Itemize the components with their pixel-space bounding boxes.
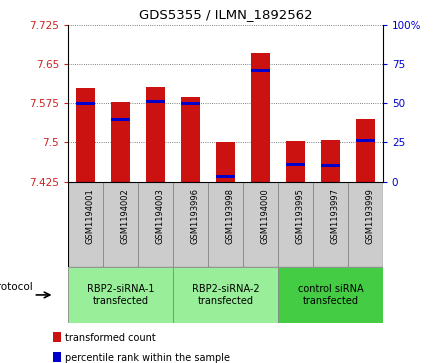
Bar	[111, 118, 130, 121]
Bar	[53, 332, 61, 342]
Bar	[216, 175, 235, 178]
Bar	[146, 87, 165, 182]
Text: percentile rank within the sample: percentile rank within the sample	[65, 352, 230, 363]
Bar	[286, 141, 305, 182]
Bar	[68, 182, 103, 267]
Bar	[313, 182, 348, 267]
Bar	[111, 102, 130, 182]
Text: GSM1193998: GSM1193998	[226, 188, 235, 244]
Bar	[76, 102, 95, 105]
Text: RBP2-siRNA-2
transfected: RBP2-siRNA-2 transfected	[192, 284, 259, 306]
Bar	[216, 143, 235, 182]
Bar	[251, 69, 270, 72]
Bar	[321, 140, 340, 182]
Text: protocol: protocol	[0, 282, 33, 292]
Bar	[278, 182, 313, 267]
Bar	[146, 100, 165, 103]
Bar	[103, 182, 138, 267]
Bar	[76, 88, 95, 182]
Text: GSM1194003: GSM1194003	[156, 188, 165, 244]
Bar	[208, 182, 243, 267]
Bar	[53, 352, 61, 362]
Bar	[138, 182, 173, 267]
Bar	[356, 119, 375, 182]
Text: GSM1193997: GSM1193997	[330, 188, 339, 244]
Bar	[356, 139, 375, 143]
Text: GSM1194000: GSM1194000	[260, 188, 269, 244]
Bar	[243, 182, 278, 267]
Title: GDS5355 / ILMN_1892562: GDS5355 / ILMN_1892562	[139, 8, 312, 21]
Bar	[181, 102, 200, 105]
Text: transformed count: transformed count	[65, 333, 156, 343]
Bar	[173, 182, 208, 267]
Text: GSM1193996: GSM1193996	[191, 188, 200, 244]
Bar	[278, 267, 383, 323]
Text: RBP2-siRNA-1
transfected: RBP2-siRNA-1 transfected	[87, 284, 154, 306]
Bar	[348, 182, 383, 267]
Text: GSM1193995: GSM1193995	[295, 188, 304, 244]
Bar	[251, 53, 270, 181]
Text: GSM1193999: GSM1193999	[365, 188, 374, 244]
Bar	[68, 267, 173, 323]
Text: GSM1194002: GSM1194002	[121, 188, 130, 244]
Bar	[181, 97, 200, 182]
Bar	[173, 267, 278, 323]
Text: control siRNA
transfected: control siRNA transfected	[297, 284, 363, 306]
Bar	[286, 163, 305, 166]
Text: GSM1194001: GSM1194001	[86, 188, 95, 244]
Bar	[321, 164, 340, 167]
